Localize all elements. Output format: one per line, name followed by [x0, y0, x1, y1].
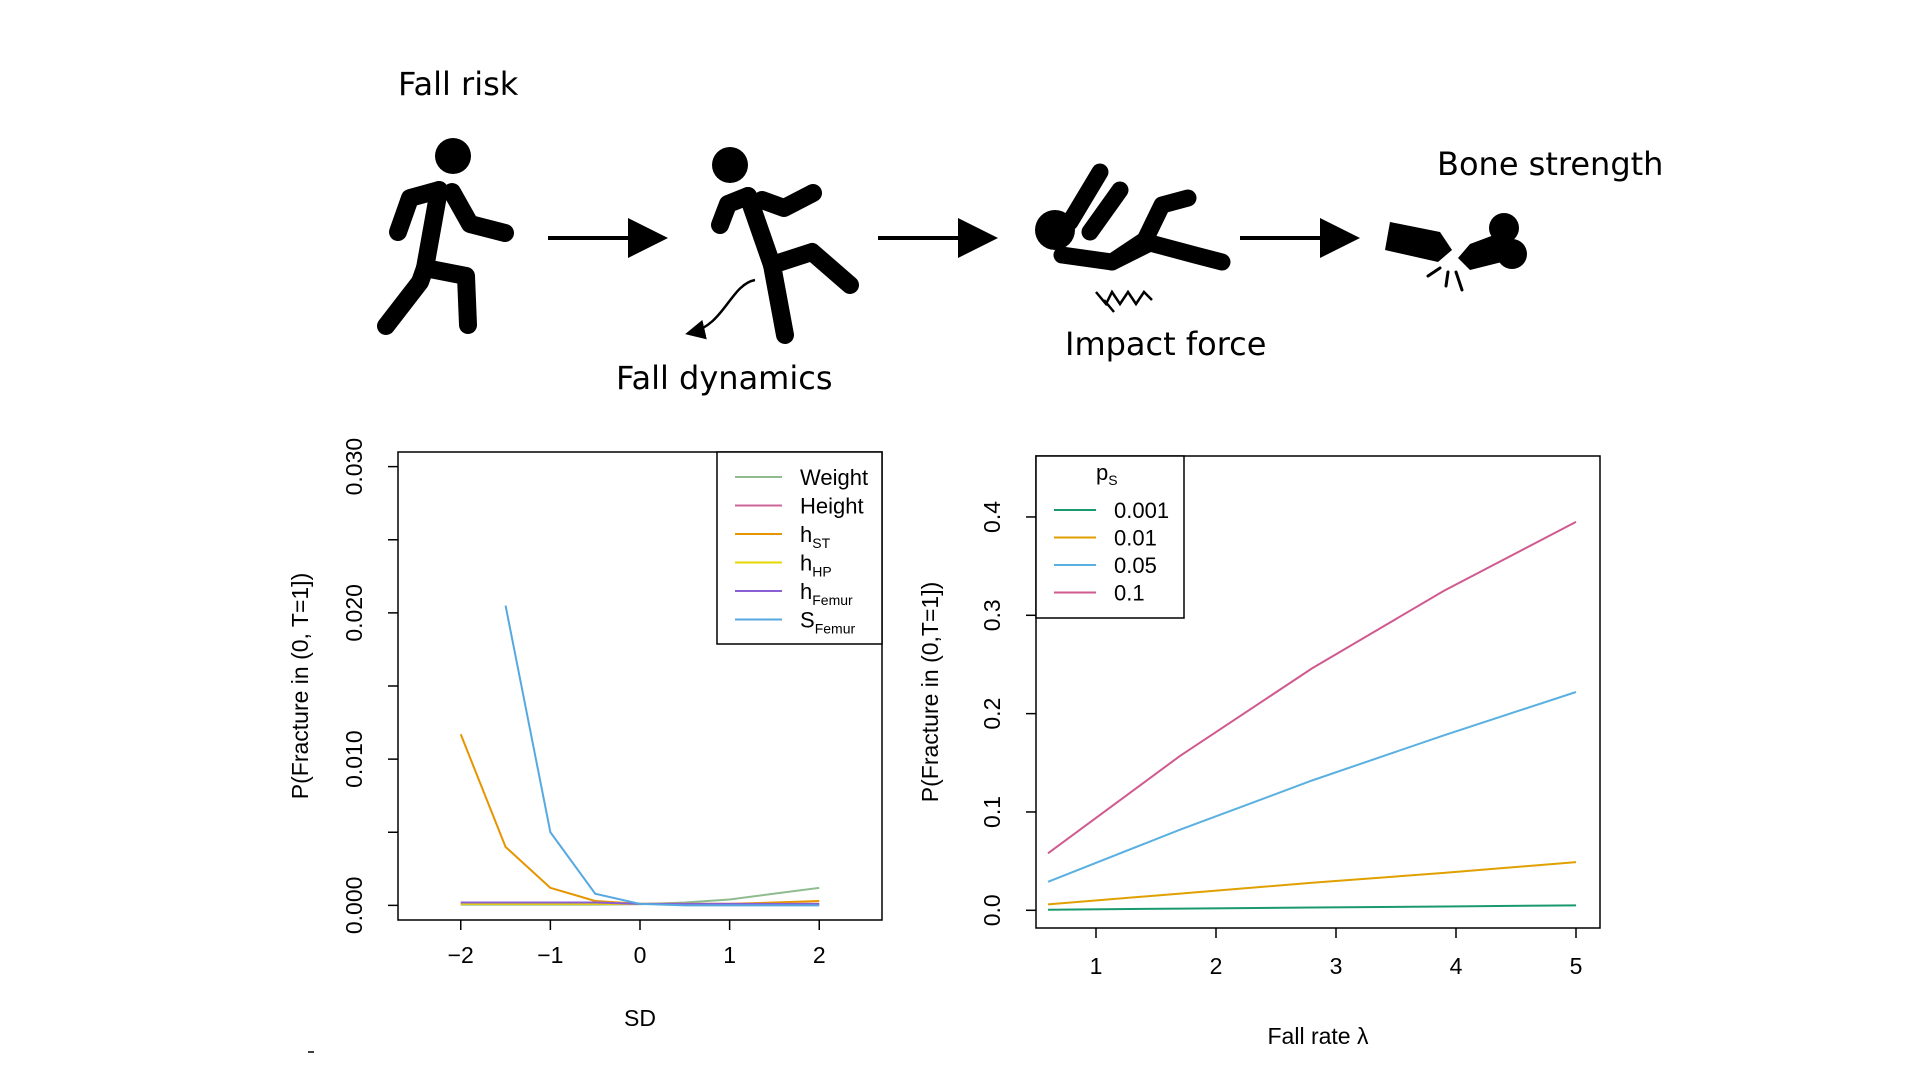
- broken-femur-icon: [1385, 213, 1527, 292]
- legend-entry: SFemur: [800, 608, 855, 637]
- x-tick-label: −2: [448, 942, 474, 968]
- x-tick-label: 4: [1450, 953, 1463, 979]
- x-tick-label: 3: [1330, 953, 1343, 979]
- series-lines: [459, 605, 820, 907]
- x-axis-label: SD: [624, 1005, 656, 1031]
- legend: pS 0.001 0.010.05 0.1: [1035, 455, 1185, 619]
- y-tick-label: 0.0: [979, 894, 1005, 926]
- y-tick-label: 0.010: [341, 730, 367, 788]
- series-line-sfemur: [504, 605, 820, 907]
- stage-label-bone-strength: Bone strength: [1437, 145, 1663, 183]
- legend-entry: hFemur: [800, 579, 853, 608]
- x-tick-label: 5: [1570, 953, 1583, 979]
- walking-person-icon: [377, 138, 514, 335]
- x-tick-label: −1: [537, 942, 563, 968]
- series-line-hst: [459, 733, 820, 905]
- plot-frame: [1035, 455, 1601, 929]
- slipping-person-icon: [685, 147, 859, 344]
- series-line-0-001: [1047, 904, 1577, 911]
- x-tick-label: 2: [1210, 953, 1223, 979]
- legend-entry: 0.001: [1114, 498, 1169, 523]
- series-line-0-1: [1047, 520, 1577, 855]
- x-tick-label: 1: [723, 942, 736, 968]
- legend-box: [716, 451, 883, 645]
- legend-entry: 0.05: [1114, 553, 1157, 578]
- legend-entry: hHP: [800, 551, 832, 580]
- legend-title: pS: [1096, 460, 1118, 488]
- chart-fall-rate-fracture: 1 2 3 4 5 0.0 0.1 0.2 0.3 0.4 Fall rate λ P(Fract…: [917, 455, 1601, 1049]
- legend-entry: Height: [800, 494, 864, 519]
- stage-label-fall-risk: Fall risk: [398, 65, 519, 103]
- fall-process-diagram: Fall risk Fall dynamics: [377, 65, 1663, 397]
- y-tick-label: 0.1: [979, 796, 1005, 828]
- legend-entry: 0.01: [1114, 526, 1157, 551]
- stage-label-impact-force: Impact force: [1065, 325, 1266, 363]
- falling-person-impact-icon: [1035, 163, 1231, 313]
- x-tick-label: 1: [1090, 953, 1103, 979]
- y-tick-label: 0.020: [341, 584, 367, 642]
- y-axis-label: P(Fracture in (0, T=1]): [287, 573, 313, 799]
- series-line-0-05: [1047, 691, 1577, 883]
- y-tick-label: 0.3: [979, 599, 1005, 631]
- axis-ticks: 1 2 3 4 5 0.0 0.1 0.2 0.3 0.4: [979, 501, 1582, 979]
- y-tick-label: 0.030: [341, 438, 367, 496]
- stage-label-fall-dynamics: Fall dynamics: [616, 359, 833, 397]
- y-axis-label: P(Fracture in (0,T=1]): [917, 582, 943, 802]
- legend-entry: 0.1: [1114, 581, 1145, 606]
- y-tick-label: 0.4: [979, 501, 1005, 533]
- axis-ticks: −2 −1 0 1 2 0.000 0.010 0.020 0.030: [341, 438, 826, 968]
- x-tick-label: 2: [813, 942, 826, 968]
- y-tick-label: 0.2: [979, 698, 1005, 730]
- y-tick-label: 0.000: [341, 877, 367, 935]
- x-axis-label: Fall rate λ: [1268, 1023, 1369, 1049]
- series-line-0-01: [1047, 861, 1577, 906]
- legend-entry: hST: [800, 522, 831, 551]
- x-tick-label: 0: [634, 942, 647, 968]
- chart-sd-fracture: −2 −1 0 1 2 0.000 0.010 0.020 0.030 SD P(Fractur…: [287, 438, 883, 1031]
- legend-entry: Weight: [800, 465, 868, 490]
- series-lines: [1047, 520, 1577, 911]
